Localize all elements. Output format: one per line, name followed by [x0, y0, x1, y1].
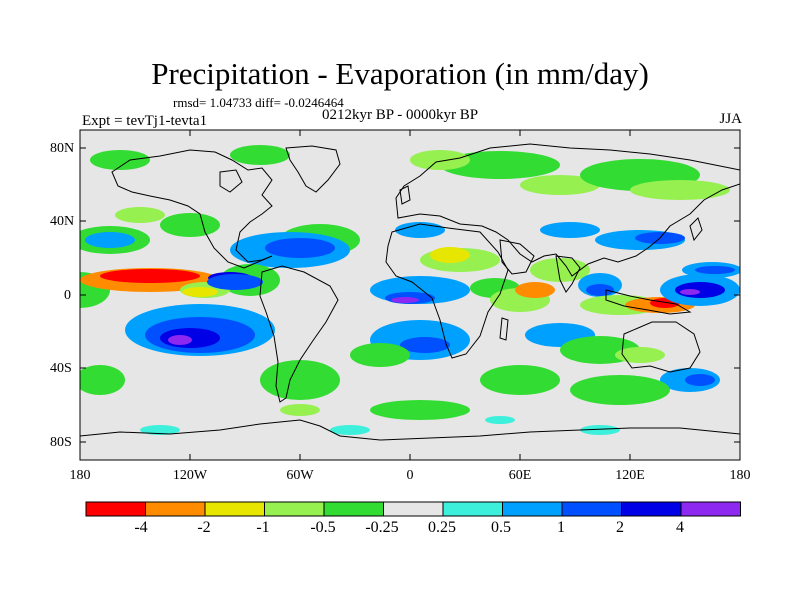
contour-region	[370, 400, 470, 420]
contour-region	[586, 284, 614, 296]
colorbar-swatch	[442, 501, 503, 517]
coast-madagascar	[499, 317, 509, 341]
coast-arabia	[499, 239, 535, 275]
colorbar-label: 0.5	[491, 519, 511, 536]
colorbar-label: 0.25	[428, 519, 456, 536]
contour-region	[515, 282, 555, 298]
stats-label: rmsd= 1.04733 diff= -0.0246464	[173, 95, 344, 110]
coast-north-america	[111, 149, 273, 269]
contour-region	[100, 269, 200, 283]
contour-region	[615, 347, 665, 363]
coast-antarctica	[80, 419, 740, 441]
colorbar-swatch	[680, 501, 741, 517]
contour-region	[265, 238, 335, 258]
x-tick-180w: 180	[69, 468, 91, 483]
colorbar-swatch	[145, 501, 206, 517]
colorbar-swatch	[323, 501, 384, 517]
contour-region	[260, 360, 340, 400]
colorbar-label: -2	[197, 519, 211, 536]
contour-region	[580, 425, 620, 435]
contour-region	[675, 282, 725, 298]
colorbar-swatch	[264, 501, 325, 517]
y-tick-80n: 80N	[50, 141, 75, 156]
axis-ticks	[80, 130, 740, 460]
x-tick-60w: 60W	[286, 468, 314, 483]
contour-region	[391, 297, 419, 303]
period-subtitle: 0212kyr BP - 0000kyr BP	[322, 107, 479, 123]
coast-australia	[621, 321, 701, 373]
colorbar-swatch	[383, 501, 444, 517]
contour-region	[695, 266, 735, 274]
contour-region	[140, 425, 180, 435]
coast-india	[555, 255, 581, 293]
contour-region	[630, 180, 730, 200]
y-tick-40n: 40N	[50, 214, 75, 229]
contour-region	[182, 287, 218, 297]
contour-region	[115, 207, 165, 223]
coast-uk	[399, 185, 411, 205]
contour-region	[207, 274, 263, 290]
x-tick-60e: 60E	[508, 468, 532, 483]
colorbar	[85, 501, 741, 517]
contour-region	[280, 404, 320, 416]
season-label: JJA	[719, 111, 742, 127]
contour-region	[230, 145, 290, 165]
contour-region	[520, 175, 600, 195]
contour-region	[410, 150, 470, 170]
field-layer	[80, 130, 740, 460]
contour-region	[570, 375, 670, 405]
contour-region	[400, 337, 450, 353]
contour-region	[350, 343, 410, 367]
contour-region	[160, 213, 220, 237]
x-tick-120e: 120E	[615, 468, 645, 483]
x-tick-0: 0	[406, 468, 414, 483]
contour-region	[90, 150, 150, 170]
coast-indonesia	[605, 289, 692, 315]
contour-region	[480, 365, 560, 395]
x-tick-180e: 180	[729, 468, 751, 483]
contour-region	[530, 258, 590, 282]
contour-region	[685, 374, 715, 386]
coast-africa	[385, 223, 509, 359]
colorbar-label: -0.5	[310, 519, 336, 536]
colorbar-swatch	[561, 501, 622, 517]
plot-title: Precipitation - Evaporation (in mm/day)	[151, 56, 649, 91]
coast-japan	[689, 217, 703, 242]
colorbar-label: -4	[134, 519, 148, 536]
colorbar-label: -1	[256, 519, 270, 536]
coastlines	[80, 143, 740, 441]
x-tick-120w: 120W	[172, 468, 208, 483]
contour-region	[330, 425, 370, 435]
coast-south-america	[259, 265, 339, 403]
coast-greenland	[285, 145, 341, 193]
y-tick-40s: 40S	[50, 361, 72, 376]
colorbar-swatch	[502, 501, 563, 517]
contour-region	[540, 222, 600, 238]
experiment-label: Expt = tevTj1-tevta1	[82, 113, 208, 129]
y-tick-80s: 80S	[50, 435, 72, 450]
colorbar-label: 4	[676, 519, 684, 536]
y-tick-0: 0	[64, 288, 71, 303]
colorbar-label: 2	[616, 519, 624, 536]
colorbar-swatch	[204, 501, 265, 517]
contour-region	[80, 365, 125, 395]
coast-hudson-bay	[219, 169, 243, 193]
colorbar-label: 1	[557, 519, 565, 536]
contour-region	[440, 151, 560, 179]
contour-region	[430, 247, 470, 263]
contour-region	[168, 335, 192, 345]
colorbar-label: -0.25	[365, 519, 399, 536]
contour-region	[680, 289, 700, 295]
colorbar-swatch	[621, 501, 682, 517]
contour-region	[485, 416, 515, 424]
colorbar-swatch	[85, 501, 146, 517]
contour-region	[85, 232, 135, 248]
